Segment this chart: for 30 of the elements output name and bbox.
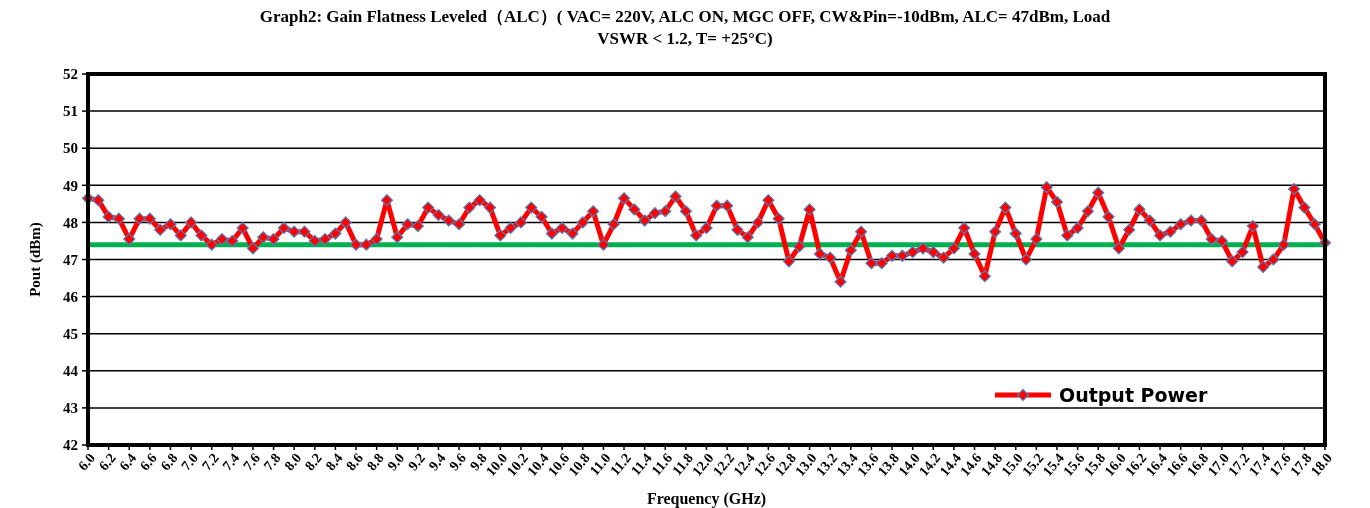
x-tick-label: 9.4	[425, 450, 449, 474]
y-tick-label: 42	[63, 437, 78, 454]
x-tick-label: 9.6	[446, 450, 470, 474]
x-tick-label: 6.8	[157, 450, 181, 474]
x-tick-label: 7.6	[240, 450, 263, 474]
x-tick-label: 7.4	[219, 450, 243, 474]
y-tick-label: 44	[63, 363, 79, 380]
x-tick-label: 6.4	[116, 450, 140, 474]
x-tick-label: 7.8	[260, 450, 284, 474]
x-tick-label: 8.2	[302, 450, 325, 474]
x-tick-label: 7.0	[178, 450, 202, 474]
y-tick-label: 48	[63, 214, 78, 231]
y-tick-label: 50	[63, 140, 78, 157]
y-tick-label: 51	[63, 103, 78, 120]
y-axis-title: Pout (dBm)	[27, 222, 44, 297]
x-tick-label: 8.0	[281, 450, 305, 474]
chart-title: Graph2: Gain Flatness Leveled（ALC）( VAC= 220V, ALC ON, MGC OFF, CW&Pin=-10dBm, ALC= 47dBm, Load VSWR < 1.2, T= +25°C)	[259, 7, 1111, 48]
x-axis-title: Frequency (GHz)	[646, 490, 767, 508]
x-tick-label: 9.2	[405, 450, 428, 474]
legend-label: Output Power	[1059, 383, 1208, 406]
y-tick-label: 49	[63, 177, 78, 194]
y-tick-label: 47	[63, 251, 79, 268]
y-tick-label: 46	[63, 288, 79, 305]
x-tick-label: 8.4	[322, 450, 346, 474]
y-tick-label: 52	[63, 66, 78, 83]
y-tick-label: 43	[63, 400, 78, 417]
x-tick-label: 6.6	[137, 450, 160, 474]
y-tick-label: 45	[63, 325, 78, 342]
x-tick-label: 9.0	[384, 450, 408, 474]
x-tick-label: 7.2	[199, 450, 222, 474]
